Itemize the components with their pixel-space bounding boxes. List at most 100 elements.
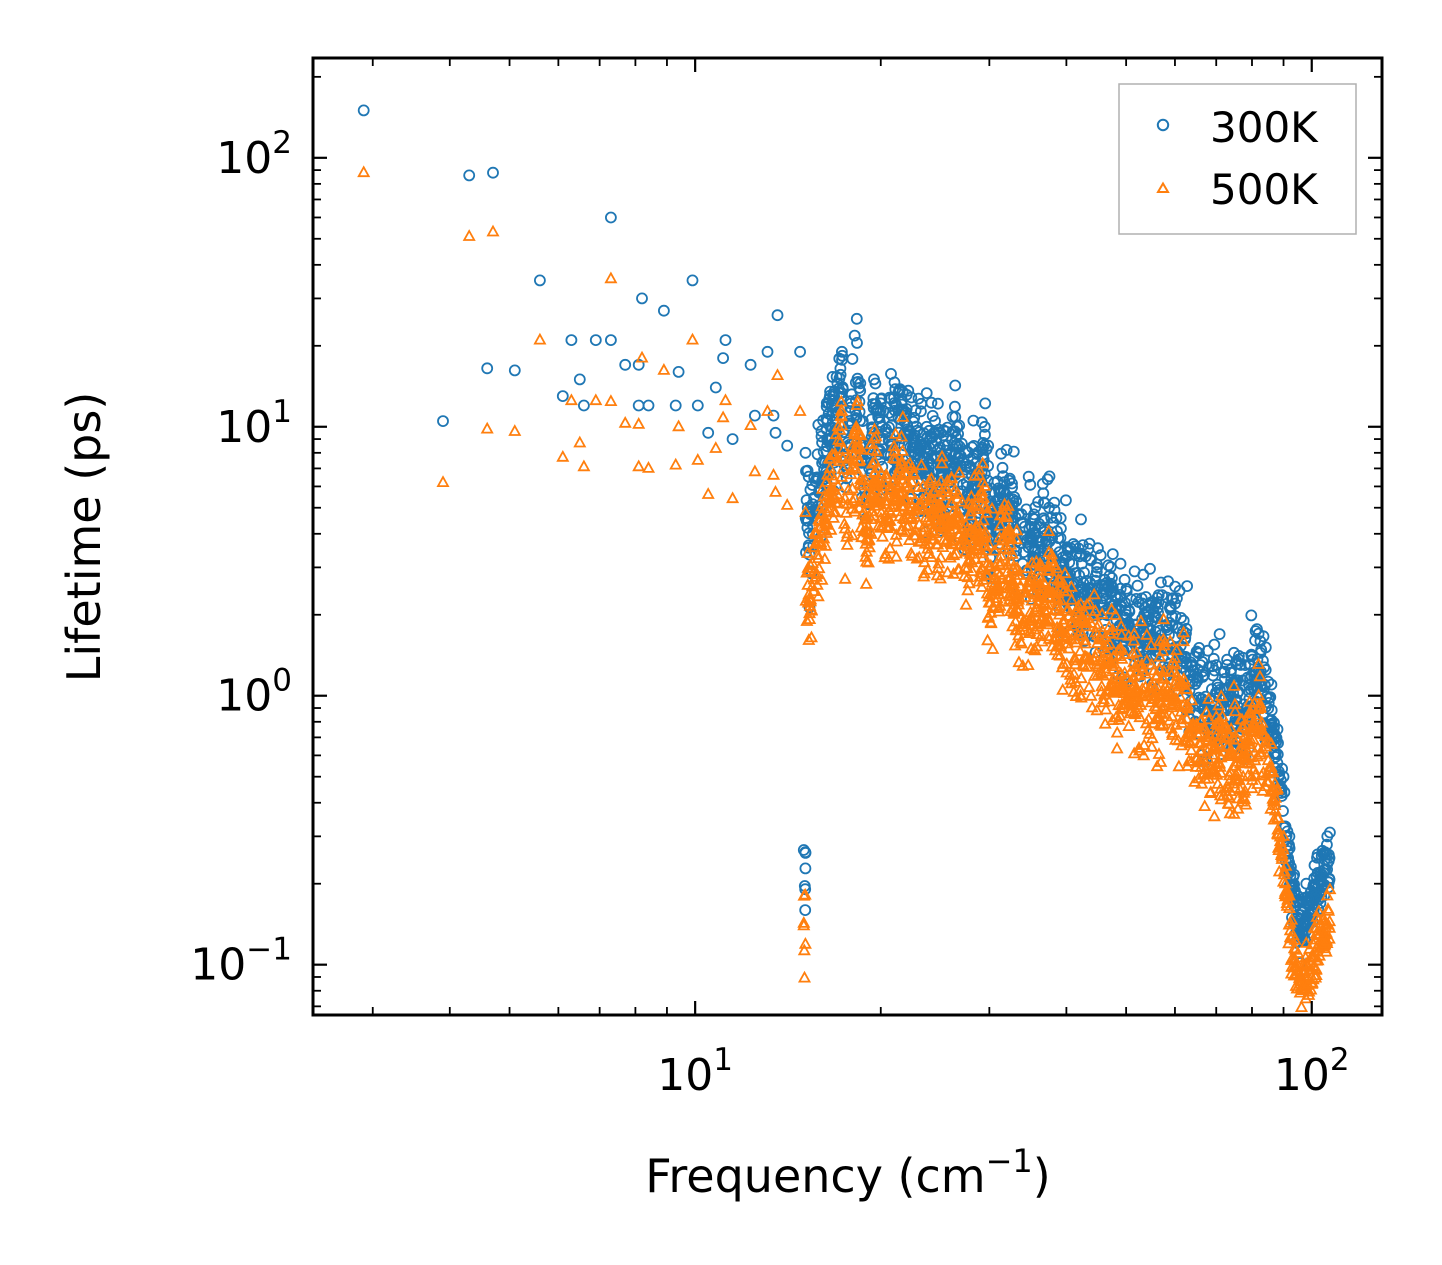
data-point-500k: [1212, 698, 1226, 711]
data-point-500k: [1239, 753, 1253, 765]
data-point-500k: [1114, 702, 1128, 715]
data-point-500k: [564, 393, 578, 406]
data-point-500k: [895, 454, 909, 467]
data-point-500k: [937, 532, 951, 545]
data-point-500k: [1010, 601, 1024, 614]
data-point-500k: [1034, 629, 1048, 641]
data-point-500k: [889, 549, 903, 562]
data-point-300k: [941, 439, 954, 452]
y-tick-label: 10−1: [190, 932, 292, 991]
data-point-500k: [1268, 798, 1282, 810]
data-point-500k: [944, 495, 958, 508]
data-point-500k: [1090, 703, 1104, 716]
data-point-300k: [977, 436, 990, 449]
data-point-500k: [819, 538, 833, 551]
data-point-500k: [1084, 616, 1098, 628]
legend-label-300k: 300K: [1210, 103, 1319, 152]
data-point-300k: [1308, 859, 1321, 872]
data-point-300k: [1191, 670, 1203, 683]
data-point-500k: [635, 350, 649, 363]
data-point-500k: [768, 485, 783, 497]
data-point-300k: [801, 464, 814, 477]
data-point-300k: [799, 904, 812, 916]
data-point-300k: [1294, 904, 1307, 916]
data-point-500k: [770, 368, 785, 380]
data-point-500k: [1078, 649, 1092, 661]
data-point-300k: [619, 358, 632, 371]
data-point-500k: [1317, 927, 1331, 940]
data-point-500k: [1217, 729, 1231, 742]
data-point-500k: [1294, 1000, 1309, 1012]
data-point-500k: [1188, 775, 1202, 787]
data-point-500k: [979, 500, 993, 513]
data-point-300k: [949, 379, 962, 392]
data-point-300k: [1323, 852, 1336, 864]
data-point-500k: [952, 562, 966, 575]
data-point-300k: [669, 399, 682, 412]
data-point-500k: [1065, 632, 1079, 645]
data-point-500k: [1154, 705, 1168, 717]
data-point-500k: [1204, 785, 1218, 797]
data-point-500k: [1189, 751, 1203, 764]
data-point-300k: [905, 391, 918, 404]
data-point-500k: [870, 444, 884, 457]
data-point-300k: [1301, 897, 1314, 910]
data-point-500k: [1106, 623, 1120, 635]
data-point-500k: [1276, 842, 1290, 855]
data-point-500k: [1253, 669, 1267, 682]
data-point-500k: [1001, 499, 1015, 511]
data-point-300k: [1189, 677, 1202, 690]
data-point-500k: [854, 428, 868, 441]
data-point-500k: [1042, 524, 1056, 536]
data-point-500k: [1300, 978, 1315, 990]
data-point-500k: [1094, 684, 1109, 697]
data-point-500k: [1137, 738, 1151, 750]
data-point-500k: [1307, 958, 1321, 971]
data-point-500k: [900, 476, 915, 488]
data-point-500k: [1042, 613, 1056, 626]
data-point-500k: [1030, 602, 1044, 615]
data-point-300k: [854, 414, 866, 427]
data-point-500k: [998, 497, 1012, 510]
data-point-500k: [1173, 689, 1187, 702]
data-point-300k: [1024, 530, 1037, 542]
data-point-300k: [826, 401, 838, 414]
data-point-500k: [883, 541, 897, 554]
data-point-500k: [864, 527, 878, 539]
data-point-300k: [672, 365, 685, 378]
data-point-500k: [1212, 715, 1226, 728]
data-point-300k: [1298, 919, 1311, 932]
data-point-300k: [1207, 652, 1220, 665]
data-point-500k: [1031, 563, 1045, 576]
data-point-500k: [841, 526, 855, 539]
data-point-300k: [831, 377, 844, 390]
data-point-300k: [1161, 624, 1174, 636]
data-point-500k: [1242, 706, 1256, 719]
data-point-500k: [832, 454, 846, 466]
data-point-300k: [979, 428, 991, 441]
data-point-500k: [1266, 791, 1280, 804]
data-point-300k: [589, 334, 602, 347]
data-point-500k: [1059, 626, 1073, 639]
data-point-300k: [1193, 642, 1205, 654]
data-point-500k: [685, 332, 700, 345]
data-point-300k: [915, 405, 927, 418]
data-point-500k: [839, 505, 853, 518]
data-point-300k: [1276, 762, 1288, 775]
data-point-300k: [1175, 612, 1187, 624]
data-point-500k: [932, 497, 946, 510]
data-point-500k: [1180, 759, 1195, 771]
data-point-500k: [604, 271, 618, 284]
data-point-500k: [1124, 698, 1139, 711]
data-point-500k: [1107, 656, 1122, 669]
data-point-500k: [1156, 644, 1170, 656]
data-point-300k: [1196, 656, 1209, 668]
data-point-300k: [771, 309, 784, 322]
data-point-500k: [1127, 633, 1141, 646]
data-point-300k: [830, 370, 843, 383]
data-point-300k: [1315, 850, 1328, 862]
data-point-500k: [926, 524, 940, 537]
data-point-500k: [878, 494, 892, 506]
data-point-500k: [1074, 671, 1088, 684]
data-point-300k: [1247, 681, 1259, 694]
